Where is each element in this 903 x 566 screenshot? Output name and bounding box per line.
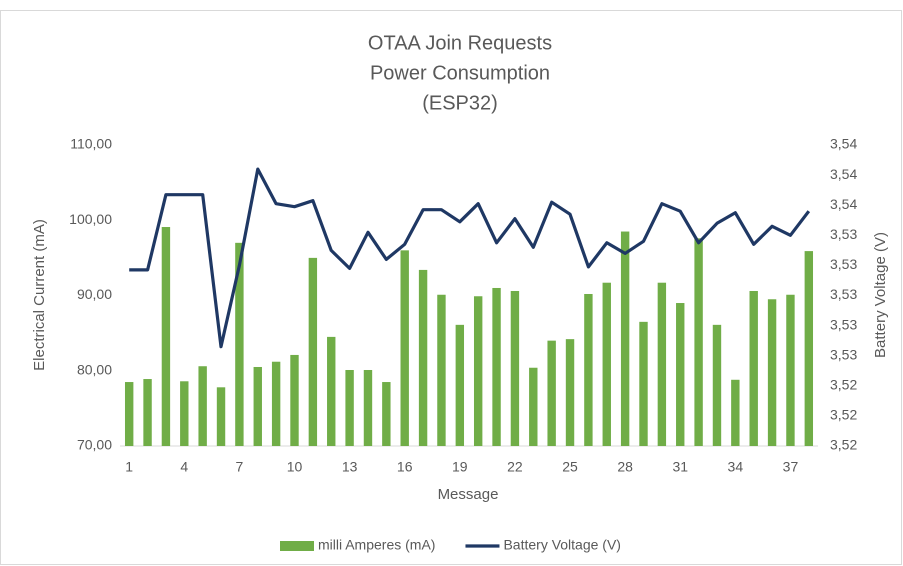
chart-border — [0, 10, 902, 565]
bar — [712, 324, 722, 446]
bar — [657, 282, 667, 446]
bar — [437, 294, 446, 446]
legend-label: milli Amperes (mA) — [318, 537, 435, 553]
bar — [327, 336, 336, 446]
bar — [382, 382, 391, 446]
bar — [308, 257, 318, 446]
x-tick-label: 25 — [562, 459, 578, 475]
y2-tick-label: 3,53 — [830, 226, 857, 242]
bar — [418, 269, 428, 446]
y2-tick-label: 3,54 — [830, 166, 857, 182]
y2-tick-label: 3,52 — [830, 437, 857, 453]
bar — [676, 303, 685, 446]
bar — [731, 379, 740, 446]
chart-title: OTAA Join Requests — [368, 32, 552, 54]
x-tick-label: 7 — [235, 459, 243, 475]
bar — [767, 299, 777, 446]
legend-label: Battery Voltage (V) — [503, 537, 621, 553]
y2-axis-label: Battery Voltage (V) — [872, 232, 889, 358]
chart-title: Power Consumption — [370, 62, 550, 84]
x-tick-label: 37 — [783, 459, 799, 475]
y-tick-label: 80,00 — [77, 361, 112, 377]
bar — [473, 296, 483, 446]
y2-tick-label: 3,53 — [830, 286, 857, 302]
bar — [547, 340, 556, 446]
bar — [143, 379, 152, 446]
bar — [565, 339, 575, 446]
x-tick-label: 1 — [125, 459, 133, 475]
bar — [694, 238, 703, 446]
bar — [124, 382, 134, 446]
bar — [345, 369, 354, 446]
bar — [529, 367, 538, 446]
bar — [253, 366, 262, 446]
y2-tick-label: 3,52 — [830, 377, 857, 393]
y-tick-label: 100,00 — [69, 211, 112, 227]
bar — [400, 250, 409, 446]
x-tick-label: 10 — [287, 459, 303, 475]
voltage-line — [129, 167, 811, 349]
bar — [749, 290, 758, 446]
bar — [180, 381, 189, 446]
x-tick-label: 13 — [342, 459, 358, 475]
x-axis-label: Message — [438, 486, 499, 503]
y2-tick-label: 3,53 — [830, 256, 857, 272]
y2-tick-label: 3,53 — [830, 316, 857, 332]
bar — [584, 293, 593, 446]
x-tick-label: 31 — [672, 459, 688, 475]
bar — [161, 227, 171, 446]
bar — [510, 290, 520, 446]
x-tick-label: 34 — [728, 459, 744, 475]
y2-tick-label: 3,53 — [830, 346, 857, 362]
x-tick-label: 19 — [452, 459, 468, 475]
y2-tick-label: 3,52 — [830, 407, 857, 423]
y2-tick-label: 3,54 — [830, 136, 857, 152]
y-tick-label: 70,00 — [77, 437, 112, 453]
x-tick-label: 28 — [617, 459, 633, 475]
bar — [363, 369, 373, 446]
y-tick-label: 90,00 — [77, 286, 112, 302]
bar — [198, 366, 207, 446]
bar — [639, 321, 648, 446]
y-tick-label: 110,00 — [70, 136, 112, 152]
chart-title: (ESP32) — [422, 92, 498, 114]
bar — [290, 354, 299, 446]
legend-swatch — [280, 541, 314, 551]
bar — [602, 282, 611, 446]
bar — [492, 287, 501, 446]
y2-tick-label: 3,54 — [830, 196, 857, 212]
y-axis-label: Electrical Current (mA) — [31, 219, 48, 371]
x-tick-label: 4 — [180, 459, 188, 475]
bar — [271, 361, 281, 446]
bar — [804, 251, 814, 446]
x-tick-label: 22 — [507, 459, 523, 475]
bar — [235, 242, 244, 446]
bar — [455, 324, 465, 446]
bar — [786, 294, 795, 446]
bar — [620, 231, 630, 446]
bar — [216, 387, 226, 446]
x-tick-label: 16 — [397, 459, 413, 475]
